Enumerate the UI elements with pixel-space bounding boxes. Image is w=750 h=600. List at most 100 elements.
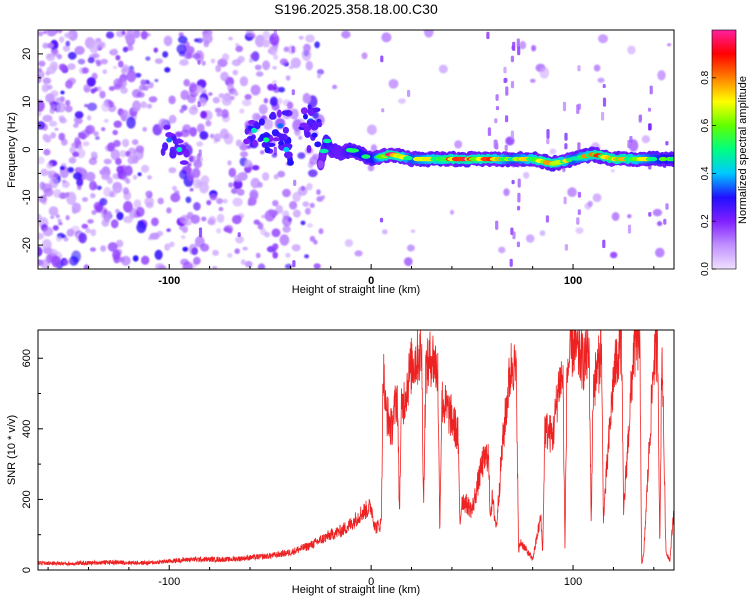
noise-blob [200, 175, 210, 185]
noise-blob [140, 101, 147, 109]
noise-blob [154, 78, 159, 83]
noise-blob [184, 45, 195, 55]
noise-blob [106, 210, 112, 216]
noise-blob [154, 58, 163, 64]
cluster-core [283, 146, 290, 153]
spectrogram-y-ticks: -20 -10 0 10 20 [21, 29, 43, 270]
spectrogram-y-tick-label: -10 [21, 189, 33, 205]
snr-y-tick-label: 0 [21, 567, 33, 573]
noise-blob [164, 67, 171, 73]
noise-blob [40, 168, 49, 177]
noise-blob [87, 102, 98, 112]
noise-blob [132, 30, 141, 39]
streak-mark [503, 77, 507, 84]
noise-blob [142, 126, 147, 132]
spectrogram-noise [38, 30, 672, 269]
noise-blob [190, 214, 200, 224]
colorbar-tick-label: 0.2 [700, 214, 711, 228]
noise-blob [221, 109, 229, 119]
noise-blob [206, 200, 212, 206]
snr-x-ticks: -100 0 100 [47, 565, 655, 588]
noise-blob [85, 171, 96, 182]
spectrogram-x-label: Height of straight line (km) [292, 284, 420, 296]
cluster-blob [281, 110, 290, 116]
snr-frame [37, 329, 675, 571]
noise-blob [438, 64, 448, 74]
noise-blob [101, 102, 110, 112]
noise-blob [147, 175, 153, 180]
noise-blob [224, 227, 230, 232]
noise-blob [51, 255, 61, 268]
noise-blob [126, 45, 134, 51]
noise-blob [179, 215, 188, 224]
noise-blob [145, 190, 151, 197]
noise-blob [140, 79, 147, 86]
streak-mark [197, 101, 201, 108]
noise-blob [179, 225, 184, 231]
noise-blob [129, 154, 136, 159]
noise-blob [223, 133, 234, 145]
noise-blob [99, 90, 106, 99]
spectrogram-y-tick-label: 20 [21, 48, 33, 60]
noise-blob [309, 202, 315, 209]
noise-blob [100, 245, 107, 252]
noise-blob [215, 64, 222, 73]
noise-blob [180, 235, 186, 240]
noise-blob [92, 53, 100, 59]
noise-blob [59, 165, 65, 171]
noise-blob [208, 92, 213, 96]
colorbar-tick-label: 0.8 [700, 70, 711, 84]
noise-blob [141, 255, 150, 265]
streak-mark [494, 118, 498, 124]
cluster-core [277, 123, 284, 129]
noise-blob [91, 209, 97, 215]
cluster-blob [277, 109, 282, 118]
noise-blob [530, 78, 536, 83]
noise-blob [244, 165, 252, 174]
noise-blob [575, 227, 584, 234]
streak-mark [237, 232, 241, 237]
noise-blob [49, 177, 59, 189]
noise-blob [410, 229, 416, 233]
noise-blob [90, 151, 98, 158]
streak-mark [509, 258, 513, 267]
noise-blob [305, 60, 313, 71]
streak-mark [546, 138, 550, 145]
noise-blob [101, 127, 106, 132]
noise-blob [74, 111, 84, 119]
noise-blob [214, 133, 222, 143]
streak-mark [495, 94, 499, 101]
noise-blob [250, 191, 258, 201]
noise-blob [228, 182, 234, 188]
noise-blob [207, 218, 215, 225]
noise-blob [108, 86, 115, 91]
snr-line [38, 330, 674, 567]
noise-blob [172, 185, 177, 191]
noise-blob [52, 225, 59, 231]
noise-blob [58, 221, 63, 226]
noise-blob [145, 201, 154, 209]
noise-blob [53, 189, 62, 198]
noise-blob [89, 180, 97, 191]
noise-blob [523, 171, 530, 179]
noise-blob [55, 214, 60, 219]
noise-blob [201, 216, 207, 222]
noise-blob [38, 156, 45, 165]
spectrogram-x-tick-label: 100 [564, 275, 582, 287]
noise-blob [126, 116, 136, 129]
noise-blob [200, 110, 208, 119]
noise-blob [227, 253, 233, 258]
noise-blob [42, 226, 54, 237]
streak-mark [487, 127, 491, 136]
noise-blob [166, 228, 171, 232]
noise-blob [162, 51, 169, 58]
noise-blob [168, 95, 176, 105]
noise-blob [250, 52, 259, 60]
noise-blob [187, 94, 197, 104]
cluster-blob [243, 138, 251, 145]
noise-blob [112, 181, 123, 194]
noise-blob [407, 244, 415, 252]
streak-mark [577, 191, 581, 198]
noise-blob [111, 48, 118, 55]
noise-blob [67, 51, 77, 60]
